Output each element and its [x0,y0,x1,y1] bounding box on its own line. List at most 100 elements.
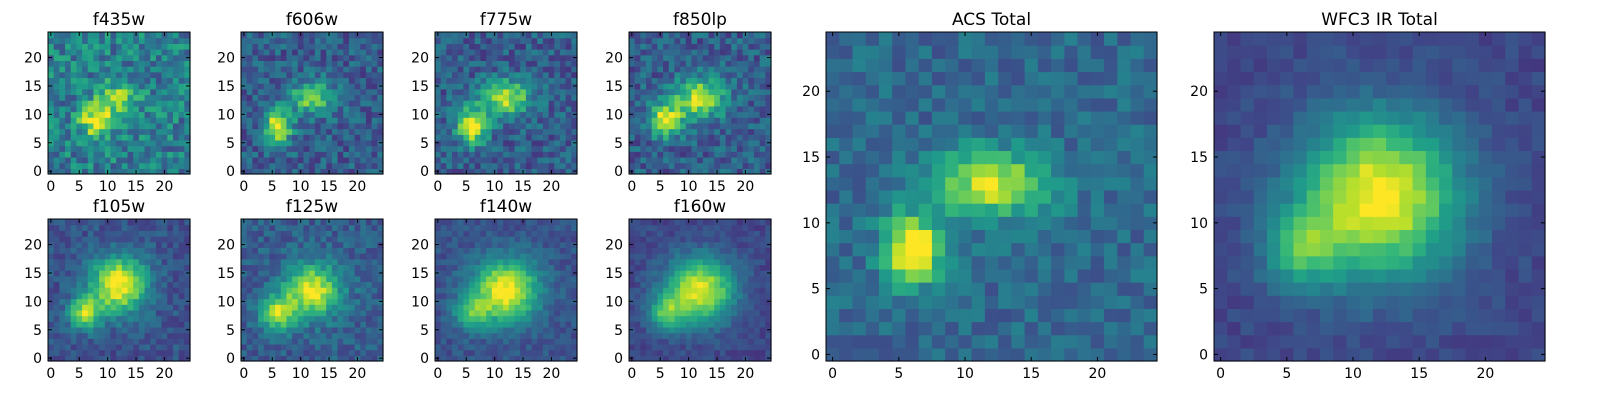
heatmap-cell [435,247,442,254]
heatmap-cell [646,162,653,169]
heatmap-cell [731,77,738,84]
heatmap-cell [348,128,356,135]
heatmap-cell [719,315,727,322]
heatmap-cell [680,49,687,56]
heatmap-cell [53,343,60,351]
heatmap-cell [497,156,504,164]
heatmap-cell [269,298,276,305]
heatmap-cell [87,338,95,345]
heatmap-cell [714,60,721,67]
heatmap-cell [337,338,344,345]
heatmap-cell [651,349,658,356]
heatmap-cell [326,247,333,254]
heatmap-cell [121,264,129,271]
heatmap-cell [326,332,333,339]
heatmap-cell [269,71,276,79]
heatmap-cell [365,100,373,107]
heatmap-cell [497,287,504,294]
heatmap-cell [457,349,464,356]
heatmap-cell [241,37,248,44]
heatmap-cell [150,332,157,339]
heatmap-cell [571,37,578,44]
heatmap-cell [514,88,521,96]
x-tick-label: 20 [543,366,561,382]
heatmap-cell [144,111,151,118]
heatmap-cell [280,241,288,248]
heatmap-cell [497,224,504,231]
heatmap-cell [99,122,106,130]
heatmap-cell [297,349,305,356]
heatmap-cell [748,338,755,345]
heatmap-cell [742,54,749,61]
heatmap-cell [503,230,510,237]
heatmap-cell [469,258,476,266]
heatmap-cell [320,49,327,56]
heatmap-cell [87,151,95,158]
heatmap-cell [371,247,378,254]
heatmap-cell [275,83,282,90]
heatmap-cell [172,77,180,84]
y-tick-label: 0 [226,351,235,367]
heatmap-cell [708,111,715,118]
heatmap-cell [525,88,533,96]
heatmap-cell [508,247,516,254]
heatmap-cell [663,309,670,317]
heatmap-cell [280,60,288,67]
heatmap-cell [565,355,572,362]
heatmap-cell [486,111,493,118]
heatmap-cell [446,60,453,67]
heatmap-cell [503,241,510,248]
heatmap-cell [76,230,83,237]
heatmap-cell [65,349,72,356]
heatmap-cell [252,224,259,231]
heatmap-cell [508,88,516,96]
heatmap-cell [571,43,578,50]
heatmap-cell [542,287,550,294]
heatmap-cell [167,151,174,158]
heatmap-cell [263,281,270,288]
heatmap-cell [474,355,482,362]
heatmap-cell [377,105,384,113]
heatmap-cell [640,66,647,73]
heatmap-cell [93,247,100,254]
heatmap-cell [178,60,185,67]
heatmap-cell [365,162,373,169]
heatmap-cell [87,343,95,351]
heatmap-cell [297,304,305,311]
heatmap-cell [116,49,123,56]
heatmap-cell [87,321,95,328]
heatmap-cell [514,66,521,73]
heatmap-cell [297,264,305,271]
heatmap-cell [275,49,282,56]
heatmap-cell [559,343,567,351]
heatmap-cell [70,122,77,130]
heatmap-cell [542,270,550,277]
heatmap-cell [150,145,157,152]
heatmap-cell [241,315,248,322]
heatmap-cell [360,117,367,124]
heatmap-cell [736,321,744,328]
heatmap-cell [765,71,772,79]
heatmap-cell [258,230,265,237]
heatmap-cell [326,43,333,50]
heatmap-cell [508,258,516,266]
heatmap-cell [542,355,550,362]
heatmap-cell [133,71,140,79]
heatmap-cell [320,32,327,39]
heatmap-cell [542,230,550,237]
heatmap-cell [565,247,572,254]
heatmap-cell [150,151,157,158]
heatmap-cell [326,117,333,124]
heatmap-cell [714,162,721,169]
heatmap-cell [697,156,704,164]
heatmap-cell [292,292,299,300]
heatmap-cell [48,94,55,101]
heatmap-cell [371,162,378,169]
heatmap-cell [634,151,641,158]
heatmap-cell [559,315,567,322]
heatmap-cell [525,264,533,271]
heatmap-cell [554,349,561,356]
heatmap-cell [59,128,66,135]
heatmap-cell [65,270,72,277]
heatmap-cell [685,326,693,334]
